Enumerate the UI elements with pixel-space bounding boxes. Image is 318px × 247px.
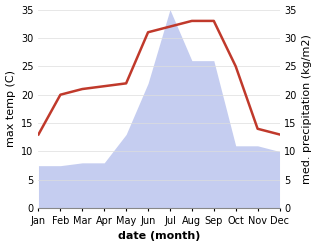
X-axis label: date (month): date (month) [118,231,200,242]
Y-axis label: max temp (C): max temp (C) [5,70,16,147]
Y-axis label: med. precipitation (kg/m2): med. precipitation (kg/m2) [302,34,313,184]
